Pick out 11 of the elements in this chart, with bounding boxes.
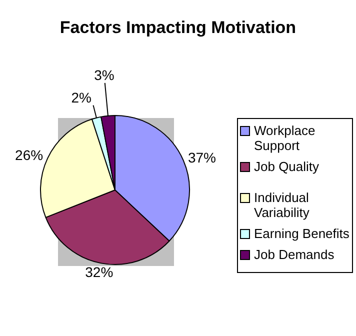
data-label: 32% bbox=[85, 264, 114, 280]
data-label: 26% bbox=[15, 147, 44, 164]
legend-label: Earning Benefits bbox=[254, 226, 350, 241]
legend-label: Job Demands bbox=[254, 247, 334, 262]
legend-label: Job Quality bbox=[254, 159, 320, 174]
legend-label: Workplace Support bbox=[254, 123, 316, 153]
data-label: 2% bbox=[71, 89, 92, 106]
legend-label: Individual Variability bbox=[254, 190, 310, 220]
data-label: 3% bbox=[94, 66, 114, 83]
data-label: 37% bbox=[188, 149, 216, 166]
chart-title: Factors Impacting Motivation bbox=[58, 18, 298, 38]
